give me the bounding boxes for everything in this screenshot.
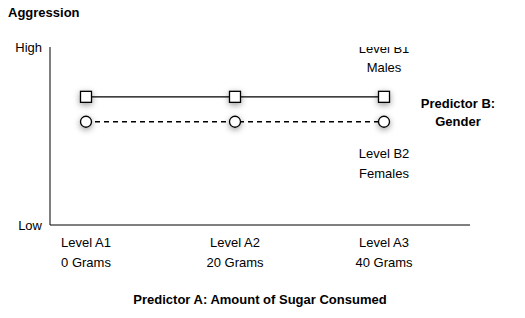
svg-text:40 Grams: 40 Grams [355,255,413,270]
svg-text:20 Grams: 20 Grams [206,255,264,270]
svg-text:Level B2: Level B2 [359,146,410,161]
svg-text:0 Grams: 0 Grams [61,255,111,270]
svg-text:Level A2: Level A2 [210,235,260,250]
svg-text:Level A3: Level A3 [359,235,409,250]
svg-text:Level A1: Level A1 [61,235,111,250]
html-text:Aggression: Aggression [8,5,80,20]
svg-text:Males: Males [367,60,402,75]
svg-text:Level B1: Level B1 [359,47,410,56]
svg-text:Females: Females [359,166,409,181]
html-text:Predictor B: Gender: Predictor B: Gender [420,96,496,129]
svg-text:Predictor A: Amount of Sugar C: Predictor A: Amount of Sugar Consumed [133,292,386,307]
svg-text:Low: Low [18,218,42,233]
svg-text:High: High [15,40,42,55]
